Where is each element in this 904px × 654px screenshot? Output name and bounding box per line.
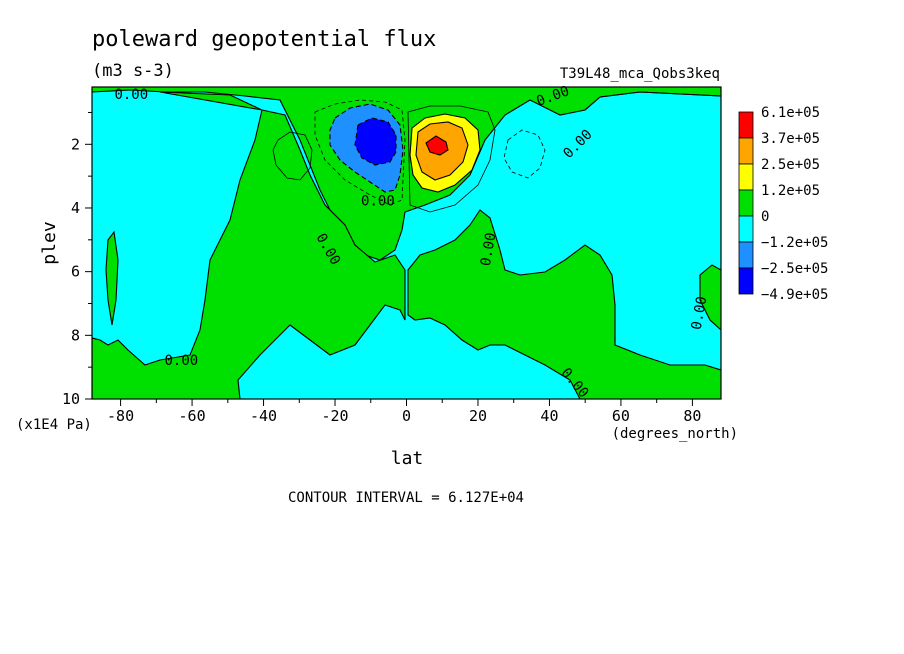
legend-swatch	[738, 111, 754, 139]
contour-interval-note: CONTOUR INTERVAL = 6.127E+04	[288, 490, 524, 506]
legend-swatch	[738, 241, 754, 269]
green-region-north-midlat	[407, 91, 721, 399]
y-tick-label: 10	[62, 390, 80, 408]
legend-label: −4.9e+05	[761, 287, 828, 303]
legend-label: 2.5e+05	[761, 157, 820, 173]
x-axis-units: (degrees_north)	[612, 426, 738, 442]
x-tick-label: -60	[179, 407, 206, 425]
legend-label: 6.1e+05	[761, 105, 820, 121]
x-tick-label: -80	[107, 407, 134, 425]
green-region-south-edge	[105, 230, 119, 326]
legend-label: 3.7e+05	[761, 131, 820, 147]
contour-label: 0.00	[164, 353, 198, 369]
legend-label: 1.2e+05	[761, 183, 820, 199]
x-tick-label: -20	[321, 407, 348, 425]
x-axis-label: lat	[391, 448, 424, 469]
chart-subtitle: (m3 s-3)	[92, 61, 174, 81]
y-tick-label: 4	[71, 199, 80, 217]
color-legend: 6.1e+05 3.7e+05 2.5e+05 1.2e+05 0 −1.2e+05 −2.…	[738, 105, 828, 303]
y-axis-label: plev	[39, 221, 60, 264]
x-tick-label: 40	[540, 407, 558, 425]
x-tick-label: 20	[469, 407, 487, 425]
y-tick-label: 8	[71, 326, 80, 344]
legend-swatch	[738, 215, 754, 243]
contour-label: 0.00	[361, 194, 395, 210]
legend-swatch	[738, 267, 754, 295]
legend-swatch	[738, 137, 754, 165]
plot-area: 0.00 0.000.000.000.00 0.000.000.000.00	[91, 83, 722, 401]
legend-swatch	[738, 189, 754, 217]
legend-label: 0	[761, 209, 769, 225]
contour-label: 0.00	[689, 295, 711, 331]
x-tick-label: -40	[250, 407, 277, 425]
green-region-south-midlat	[92, 91, 406, 399]
legend-swatch	[738, 163, 754, 191]
green-region-upper	[92, 87, 721, 261]
chart-title: poleward geopotential flux	[92, 27, 436, 52]
y-axis: 2 4 6 8 10	[62, 111, 92, 408]
y-tick-label: 2	[71, 135, 80, 153]
contour-line-north-loop	[503, 129, 546, 179]
x-axis: -80 -60 -40 -20 0 20 40 60 80	[107, 399, 701, 425]
run-label: T39L48_mca_Qobs3keq	[560, 66, 720, 82]
legend-label: −1.2e+05	[761, 235, 828, 251]
neg-region-core	[354, 117, 397, 166]
legend-label: −2.5e+05	[761, 261, 828, 277]
y-axis-units: (x1E4 Pa)	[16, 417, 92, 433]
x-tick-label: 60	[612, 407, 630, 425]
contour-label: 0.00	[478, 231, 500, 267]
y-tick-label: 6	[71, 263, 80, 281]
contour-line-pos-outer	[407, 105, 496, 213]
x-tick-label: 80	[683, 407, 701, 425]
x-tick-label: 0	[402, 407, 411, 425]
contour-line-neg-outer	[314, 99, 406, 206]
contour-line-south-loop	[272, 131, 313, 181]
pos-region-red	[425, 135, 449, 156]
contour-label: 0.00	[114, 87, 148, 103]
